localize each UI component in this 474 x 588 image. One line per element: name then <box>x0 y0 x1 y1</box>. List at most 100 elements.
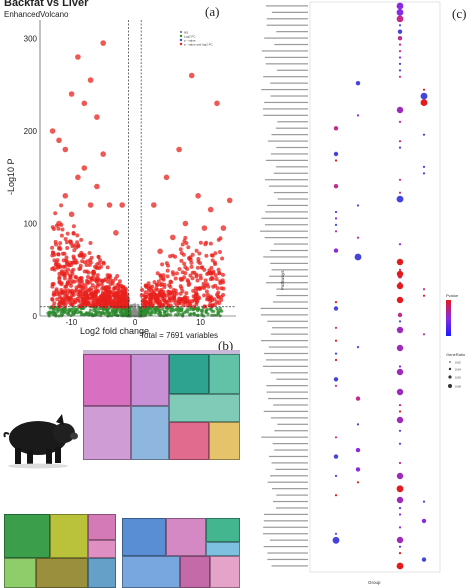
volcano-point <box>158 312 162 316</box>
total-variables: Total = 7691 variables <box>140 331 219 340</box>
volcano-point <box>105 279 110 284</box>
volcano-point <box>186 245 191 250</box>
pathway-dot <box>398 69 402 72</box>
pathway-label <box>265 179 308 181</box>
pathway-dot <box>334 301 338 304</box>
pathway-label <box>263 76 308 78</box>
volcano-point <box>68 309 72 313</box>
volcano-point <box>86 270 91 275</box>
volcano-point <box>125 312 129 316</box>
pathway-dot <box>396 562 404 570</box>
volcano-point <box>203 278 208 283</box>
volcano-point <box>214 277 219 281</box>
volcano-point <box>93 285 98 290</box>
pathway-label <box>263 410 308 413</box>
volcano-point <box>128 307 132 311</box>
volcano-point <box>57 275 62 280</box>
pathway-label <box>260 307 308 310</box>
volcano-point <box>180 270 185 275</box>
pathway-dot <box>396 195 404 203</box>
volcano-point <box>87 77 94 83</box>
volcano-point <box>161 273 166 278</box>
volcano-point <box>177 267 182 272</box>
pathway-dot <box>334 217 338 220</box>
volcano-point <box>47 310 52 314</box>
pathway-label <box>265 63 308 65</box>
volcano-point <box>221 272 225 277</box>
volcano-point <box>65 271 70 276</box>
volcano-point <box>113 294 118 298</box>
volcano-point <box>216 294 220 299</box>
treemap-tile <box>209 422 240 460</box>
volcano-point <box>196 259 201 264</box>
volcano-point <box>69 241 74 246</box>
volcano-point <box>197 286 202 291</box>
volcano-point <box>212 297 217 302</box>
volcano-point <box>81 300 86 305</box>
pathway-label <box>262 108 308 110</box>
volcano-point <box>169 280 174 285</box>
legend-fc-label: Log2 FC <box>184 34 196 38</box>
volcano-point <box>206 284 211 289</box>
volcano-point <box>160 262 165 267</box>
volcano-point <box>168 296 172 301</box>
pathway-label <box>274 430 308 432</box>
volcano-point <box>91 298 96 303</box>
y-tick-label: 0 <box>33 312 38 321</box>
pathway-dot <box>421 518 427 524</box>
volcano-point <box>198 240 203 245</box>
pathway-label <box>267 552 308 554</box>
pathway-dot <box>398 513 402 516</box>
pathway-dot <box>396 270 404 278</box>
volcano-point <box>178 309 182 313</box>
pathway-label <box>267 481 308 483</box>
volcano-point <box>61 258 66 263</box>
volcano-point <box>168 254 173 259</box>
volcano-point <box>204 289 209 294</box>
volcano-point <box>125 309 129 314</box>
pvalue-legend-title: Pvalue <box>446 293 459 298</box>
volcano-point <box>189 260 194 265</box>
pathway-dot <box>422 500 426 503</box>
volcano-point <box>67 263 72 268</box>
volcano-point <box>207 206 214 213</box>
volcano-point <box>69 281 73 286</box>
volcano-point <box>193 286 198 291</box>
pathway-label <box>262 365 308 367</box>
volcano-point <box>95 299 100 304</box>
volcano-point <box>78 276 83 280</box>
pathway-label <box>263 520 308 522</box>
pathway-dot <box>398 410 402 413</box>
pathway-label <box>270 95 308 97</box>
volcano-point <box>194 274 199 279</box>
volcano-point <box>188 307 192 311</box>
volcano-point <box>210 258 215 263</box>
pathway-dot <box>422 294 426 297</box>
volcano-point <box>209 271 214 276</box>
volcano-point <box>211 284 216 289</box>
volcano-point <box>209 265 214 270</box>
volcano-point <box>60 309 64 313</box>
volcano-point <box>185 278 190 283</box>
pathway-dot <box>396 536 404 544</box>
pathway-label <box>270 372 308 374</box>
volcano-point <box>138 312 143 316</box>
treemap-tile <box>180 556 210 588</box>
volcano-point <box>196 308 200 312</box>
pathway-dot <box>421 557 427 562</box>
pathway-dot <box>354 253 362 261</box>
volcano-point <box>179 258 184 263</box>
volcano-point <box>189 312 193 316</box>
volcano-point <box>72 279 77 284</box>
volcano-point <box>94 114 100 120</box>
treemap-tile <box>36 558 88 588</box>
volcano-point <box>136 303 140 307</box>
pathway-dot <box>334 436 338 439</box>
volcano-point <box>58 241 63 246</box>
pathway-label <box>277 198 308 200</box>
volcano-point <box>196 313 200 317</box>
pathway-label <box>270 262 308 264</box>
volcano-point <box>72 305 76 309</box>
volcano-point <box>54 242 58 247</box>
treemap-tile <box>169 354 209 394</box>
